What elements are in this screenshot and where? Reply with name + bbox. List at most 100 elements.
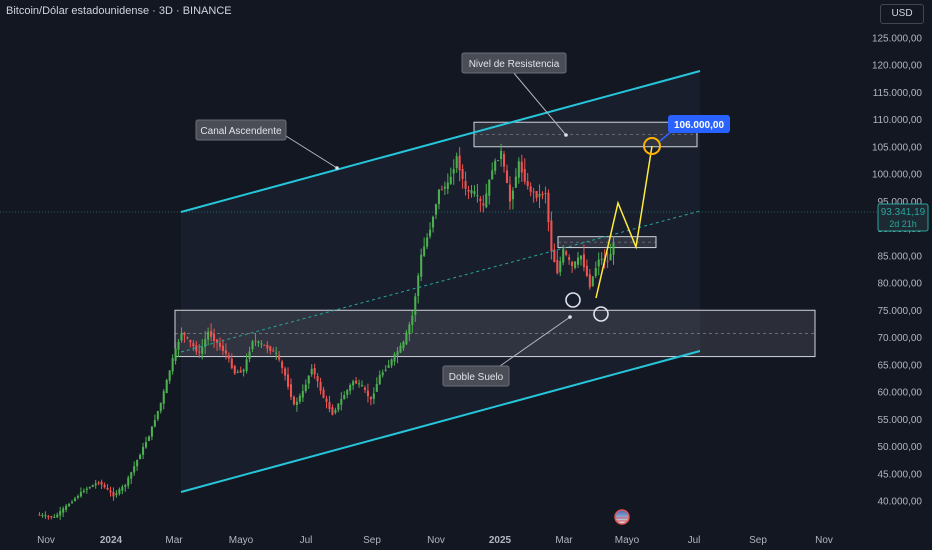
currency-selector[interactable]: USD bbox=[880, 4, 924, 24]
candle-body bbox=[38, 514, 41, 516]
candle-body bbox=[597, 259, 600, 267]
candle-body bbox=[393, 354, 396, 362]
candle-body bbox=[224, 350, 227, 354]
candle-body bbox=[529, 186, 532, 192]
candle-body bbox=[446, 182, 449, 189]
candle-body bbox=[470, 190, 473, 194]
channel-upper-line[interactable] bbox=[180, 70, 701, 213]
x-tick-label: Sep bbox=[749, 535, 767, 546]
candle-body bbox=[298, 395, 301, 402]
channel-lower-line[interactable] bbox=[180, 350, 701, 493]
y-tick-label: 115.000,00 bbox=[873, 88, 923, 99]
candle-body bbox=[304, 384, 307, 392]
channel-label[interactable]: Canal Ascendente bbox=[195, 119, 287, 141]
candle-body bbox=[429, 229, 432, 237]
y-tick-label: 55.000,00 bbox=[878, 415, 923, 426]
candle-body bbox=[94, 483, 97, 486]
candle-body bbox=[156, 411, 159, 420]
candle-body bbox=[103, 484, 106, 488]
candle-body bbox=[162, 391, 165, 404]
target-price-tag[interactable]: 106.000,00 bbox=[668, 115, 730, 133]
candle-body bbox=[266, 344, 269, 349]
svg-text:106.000,00: 106.000,00 bbox=[674, 120, 724, 131]
resistance-zone[interactable] bbox=[473, 121, 698, 148]
candle-body bbox=[159, 402, 162, 412]
candle-body bbox=[301, 391, 304, 398]
candle-body bbox=[431, 216, 435, 228]
y-tick-label: 40.000,00 bbox=[878, 497, 923, 508]
candle-body bbox=[91, 485, 94, 487]
candle-body bbox=[289, 384, 293, 397]
candle-body bbox=[65, 505, 68, 510]
y-tick-label: 125.000,00 bbox=[872, 33, 922, 44]
candle-body bbox=[405, 332, 408, 345]
resistance-label[interactable]: Nivel de Resistencia bbox=[461, 52, 567, 74]
candle-body bbox=[195, 345, 198, 352]
candle-body bbox=[109, 490, 112, 493]
x-tick-label: Nov bbox=[815, 535, 833, 546]
bottom-1-circle[interactable] bbox=[565, 292, 581, 308]
candle-body bbox=[210, 331, 213, 337]
candle-body bbox=[458, 155, 461, 171]
candle-body bbox=[500, 150, 503, 160]
candle-body bbox=[349, 385, 352, 391]
candle-body bbox=[313, 367, 316, 375]
candle-body bbox=[337, 403, 340, 410]
candle-body bbox=[420, 254, 423, 277]
candle-body bbox=[150, 426, 153, 437]
candle-body bbox=[133, 466, 136, 473]
candle-body bbox=[372, 393, 375, 399]
candle-body bbox=[585, 265, 588, 276]
candle-body bbox=[192, 343, 195, 347]
svg-text:Doble Suelo: Doble Suelo bbox=[449, 372, 504, 383]
candle-body bbox=[503, 154, 506, 167]
candle-body bbox=[476, 195, 479, 197]
target-circle[interactable] bbox=[643, 137, 661, 155]
candle-body bbox=[41, 515, 44, 517]
candle-body bbox=[56, 514, 59, 518]
resistance-leader bbox=[512, 71, 567, 136]
y-tick-label: 80.000,00 bbox=[878, 279, 923, 290]
x-tick-label: Mayo bbox=[615, 535, 640, 546]
candle-body bbox=[233, 366, 236, 374]
candle-body bbox=[411, 315, 414, 325]
candle-body bbox=[127, 477, 130, 486]
candle-body bbox=[535, 190, 538, 198]
candle-body bbox=[544, 193, 547, 195]
candle-body bbox=[295, 401, 298, 405]
candle-body bbox=[144, 442, 148, 448]
candle-body bbox=[76, 496, 79, 498]
candle-body bbox=[565, 251, 568, 255]
candle-body bbox=[242, 369, 245, 372]
candle-body bbox=[467, 189, 470, 192]
candle-body bbox=[402, 341, 405, 349]
candle-body bbox=[384, 369, 387, 371]
candle-body bbox=[408, 324, 411, 335]
candle-body bbox=[174, 348, 177, 361]
candle-body bbox=[334, 410, 337, 413]
candle-body bbox=[390, 359, 393, 366]
candle-body bbox=[70, 501, 74, 503]
candle-body bbox=[171, 358, 174, 372]
chart-title: Bitcoin/Dólar estadounidense · 3D · BINA… bbox=[6, 5, 232, 17]
us-flag-icon[interactable] bbox=[614, 509, 630, 525]
candle-body bbox=[523, 169, 526, 182]
candle-body bbox=[213, 334, 216, 341]
projection-path[interactable] bbox=[595, 145, 653, 299]
y-tick-label: 75.000,00 bbox=[878, 306, 923, 317]
double-bottom-label[interactable]: Doble Suelo bbox=[442, 365, 510, 387]
candle-body bbox=[352, 381, 355, 386]
candle-body bbox=[532, 191, 535, 193]
candle-body bbox=[488, 179, 491, 196]
candle-body bbox=[189, 339, 192, 343]
x-tick-label: Mayo bbox=[229, 535, 254, 546]
candle-body bbox=[275, 352, 278, 354]
candle-body bbox=[106, 487, 109, 490]
candle-body bbox=[505, 170, 509, 183]
current-price-tag: 93.341,19 2d 21h bbox=[877, 203, 929, 232]
candle-body bbox=[245, 359, 248, 372]
candle-series bbox=[38, 143, 615, 520]
bottom-2-circle[interactable] bbox=[593, 306, 609, 322]
y-tick-label: 120.000,00 bbox=[872, 61, 922, 72]
